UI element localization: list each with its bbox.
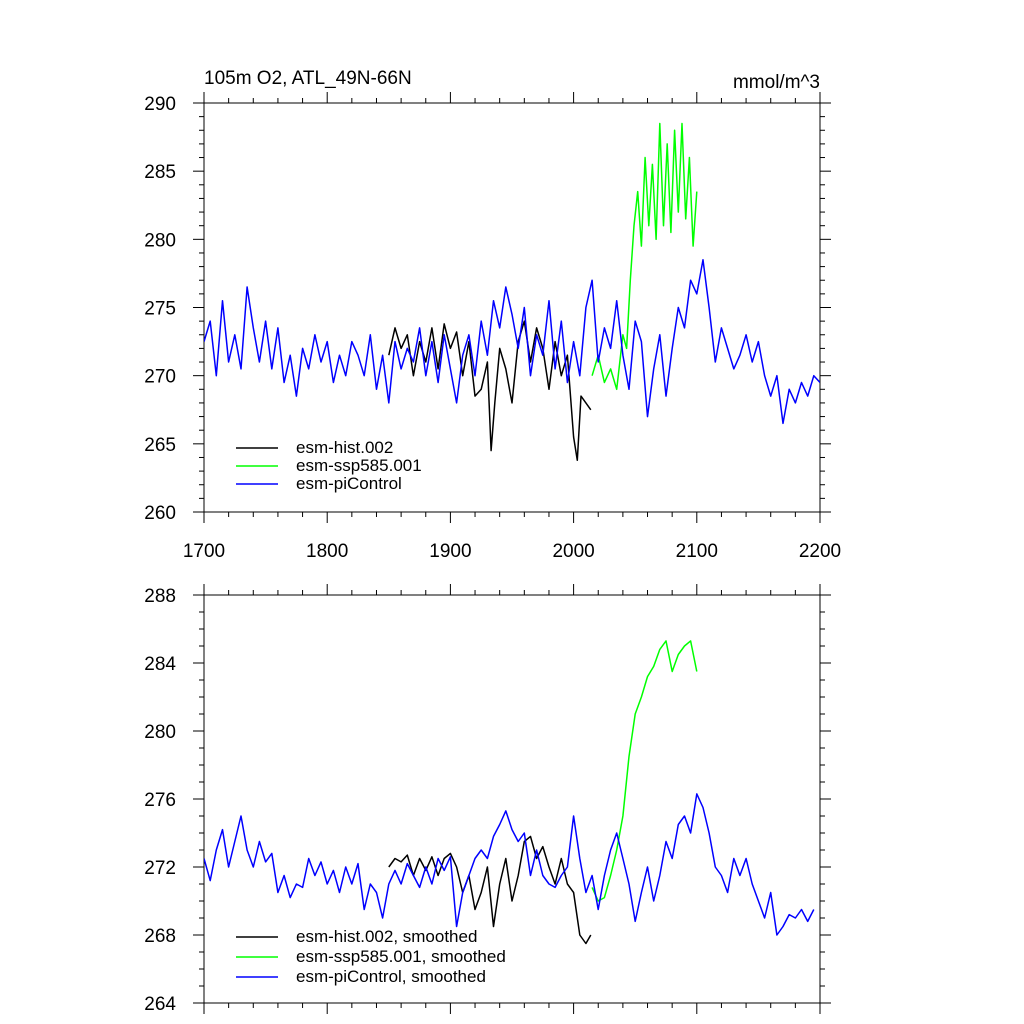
bottom-panel: 264 268 272 276 280 284 288 esm-hist.002, smoot…: [144, 584, 831, 1015]
legend-entry-label: esm-ssp585.001: [296, 456, 422, 475]
series-line-esm-picontrol-smoothed: [204, 793, 815, 936]
top-panel-units-label: mmol/m^3: [733, 72, 820, 93]
series-line-esm-ssp585-001: [591, 122, 698, 391]
y-tick-label: 276: [144, 790, 176, 811]
x-tick-label: 2000: [552, 541, 594, 562]
y-tick-label: 260: [144, 503, 176, 524]
y-tick-label: 280: [144, 230, 176, 251]
x-tick-label: 2100: [676, 541, 718, 562]
x-tick-label: 2200: [799, 541, 841, 562]
top-panel: 105m O2, ATL_49N-66N mmol/m^3 1700 1800 19…: [144, 68, 841, 562]
y-tick-label: 284: [144, 654, 176, 675]
x-tick-label: 1800: [306, 541, 348, 562]
y-tick-label: 264: [144, 994, 176, 1015]
legend-entry-label: esm-hist.002, smoothed: [296, 927, 477, 946]
series-line-esm-hist-002: [388, 320, 592, 461]
y-tick-label: 288: [144, 586, 176, 607]
series-line-esm-ssp585-001-smoothed: [591, 640, 698, 902]
legend-entry-label: esm-hist.002: [296, 438, 393, 457]
y-tick-label: 272: [144, 858, 176, 879]
y-tick-label: 275: [144, 299, 176, 320]
series-line-esm-picontrol: [204, 259, 820, 425]
y-tick-label: 268: [144, 926, 176, 947]
top-panel-title: 105m O2, ATL_49N-66N: [204, 68, 412, 89]
legend-entry-label: esm-ssp585.001, smoothed: [296, 947, 506, 966]
legend-entry-label: esm-piControl, smoothed: [296, 967, 486, 986]
y-tick-label: 265: [144, 435, 176, 456]
y-tick-label: 270: [144, 367, 176, 388]
x-tick-label: 1700: [183, 541, 225, 562]
legend-entry-label: esm-piControl: [296, 474, 402, 493]
y-tick-label: 285: [144, 162, 176, 183]
y-tick-label: 280: [144, 722, 176, 743]
series-line-esm-hist-002-smoothed: [388, 835, 592, 945]
x-tick-label: 1900: [429, 541, 471, 562]
y-tick-label: 290: [144, 94, 176, 115]
